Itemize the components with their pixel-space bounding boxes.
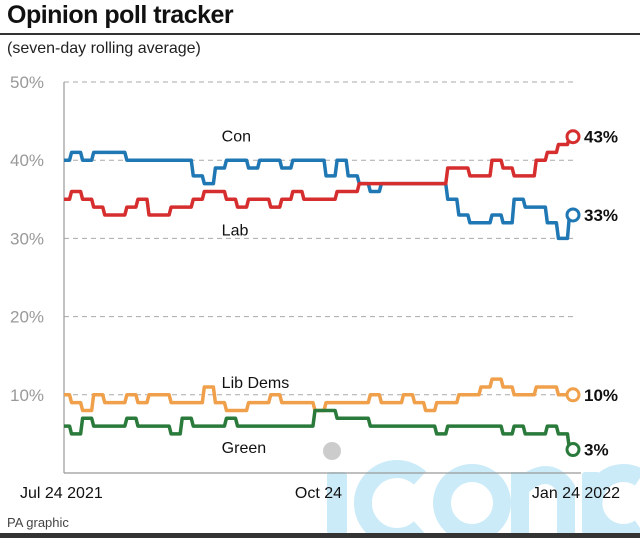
watermark-shape bbox=[327, 472, 347, 534]
x-tick-label: Jan 24 2022 bbox=[532, 485, 620, 502]
end-value-label: 10% bbox=[584, 386, 618, 405]
watermark-shape bbox=[511, 466, 575, 534]
series-label: Lab bbox=[222, 223, 249, 240]
end-point-marker bbox=[565, 129, 581, 145]
watermark-shape bbox=[354, 460, 427, 538]
end-value-label: 33% bbox=[584, 206, 618, 225]
x-tick-label: Jul 24 2021 bbox=[20, 485, 103, 502]
series-label: Con bbox=[222, 129, 251, 146]
y-tick-label: 40% bbox=[10, 151, 44, 170]
end-point-marker bbox=[565, 387, 581, 403]
series-label: Lib Dems bbox=[222, 375, 290, 392]
chart-subtitle: (seven-day rolling average) bbox=[7, 40, 201, 57]
end-point-marker bbox=[565, 207, 581, 223]
chart-title: Opinion poll tracker bbox=[7, 1, 234, 29]
series-line-con bbox=[64, 150, 573, 241]
title-divider bbox=[0, 33, 640, 35]
bottom-bar bbox=[0, 533, 640, 538]
series-line-green bbox=[64, 408, 573, 452]
watermark-logo bbox=[327, 460, 640, 538]
source-credit: PA graphic bbox=[7, 515, 69, 530]
watermark-shape bbox=[433, 464, 511, 538]
series-line-lab bbox=[64, 134, 573, 217]
x-tick-label: Oct 24 bbox=[295, 485, 342, 502]
y-tick-label: 10% bbox=[10, 386, 44, 405]
y-tick-label: 30% bbox=[10, 229, 44, 248]
watermark-shape bbox=[582, 472, 600, 534]
marker-dot bbox=[323, 442, 341, 460]
watermark-shape bbox=[584, 464, 640, 538]
end-point-marker bbox=[565, 442, 581, 458]
series-label: Green bbox=[222, 440, 266, 457]
y-tick-label: 20% bbox=[10, 308, 44, 327]
end-value-label: 3% bbox=[584, 441, 609, 460]
end-value-label: 43% bbox=[584, 128, 618, 147]
y-tick-label: 50% bbox=[10, 73, 44, 92]
